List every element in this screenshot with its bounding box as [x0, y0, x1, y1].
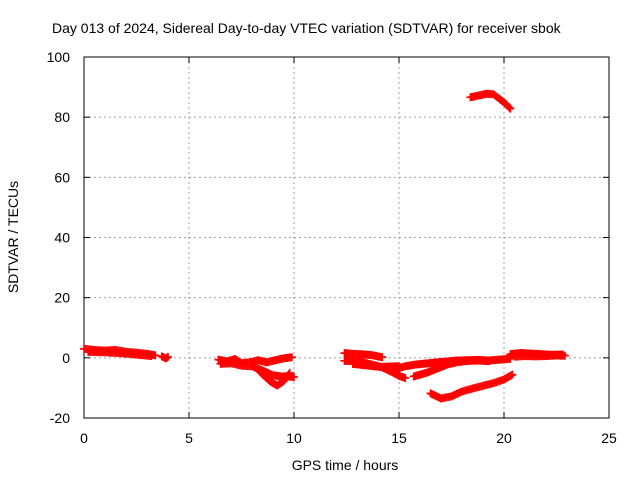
data-point-marker	[506, 104, 515, 113]
y-axis-label: SDTVAR / TECUs	[5, 181, 21, 293]
data-point-marker	[505, 103, 514, 112]
data-point-marker	[401, 373, 410, 382]
y-tick-label: 20	[54, 290, 70, 306]
series-group	[80, 89, 569, 403]
series-track	[510, 351, 569, 361]
data-point-marker	[290, 373, 298, 382]
y-tick-label: 40	[54, 230, 70, 246]
ticks	[83, 56, 610, 419]
data-point-marker	[508, 370, 517, 379]
chart-title: Day 013 of 2024, Sidereal Day-to-day VTE…	[52, 20, 562, 36]
x-tick-label: 0	[80, 430, 88, 446]
x-tick-label: 20	[496, 430, 512, 446]
x-axis-label: GPS time / hours	[292, 457, 399, 473]
series-track	[409, 356, 494, 381]
x-tick-label: 5	[185, 430, 193, 446]
y-tick-label: 60	[54, 169, 70, 185]
data-point-marker	[147, 352, 156, 361]
y-tick-label: 100	[47, 49, 71, 65]
data-point-marker	[378, 353, 387, 362]
x-tick-label: 15	[391, 430, 407, 446]
data-point-marker	[285, 368, 294, 377]
data-point-marker	[284, 370, 293, 379]
data-point-marker	[164, 352, 172, 361]
data-point-marker	[485, 357, 494, 366]
data-point-marker	[560, 351, 569, 360]
series-track	[340, 349, 387, 362]
y-tick-label: 80	[54, 109, 70, 125]
series-track	[250, 361, 294, 390]
series-track	[466, 89, 515, 113]
x-tick-label: 25	[601, 430, 617, 446]
y-tick-labels: -20 0 20 40 60 80 100	[47, 49, 71, 426]
series-track	[157, 352, 172, 363]
y-tick-label: -20	[50, 410, 70, 426]
x-tick-label: 10	[286, 430, 302, 446]
series-track	[84, 347, 156, 361]
series-track	[426, 370, 517, 403]
y-tick-label: 0	[62, 350, 70, 366]
data-point-marker	[287, 353, 296, 362]
x-tick-labels: 0 5 10 15 20 25	[80, 430, 617, 446]
